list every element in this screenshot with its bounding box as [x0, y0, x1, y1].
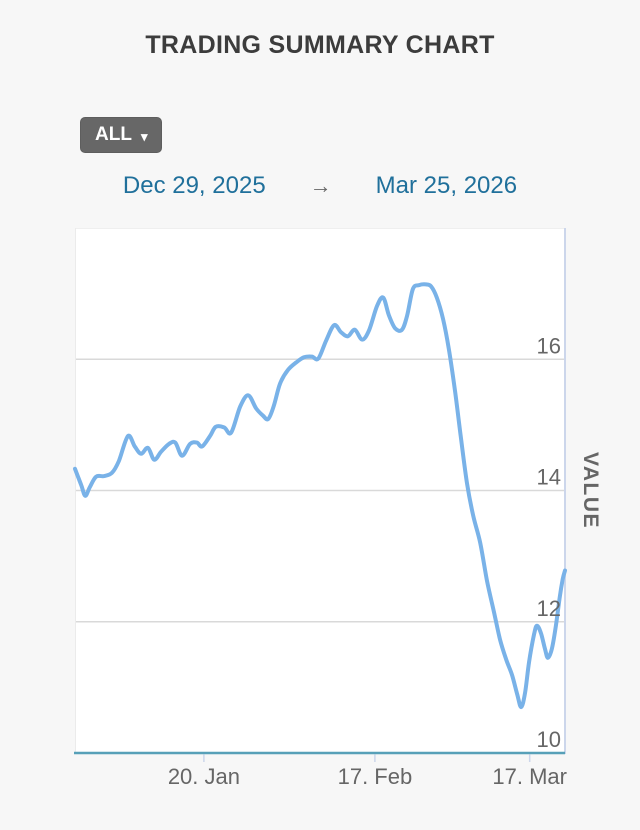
end-date-field[interactable]: Mar 25, 2026 [375, 172, 518, 199]
trading-summary-chart: 20. Jan 17. Feb 17. Mar 10 12 14 16 VALUE [73, 228, 602, 789]
y-axis-label: 16 [537, 333, 561, 358]
range-dropdown-button[interactable]: ALL ▾ [80, 117, 163, 153]
x-axis-label: 17. Feb [338, 764, 413, 789]
y-axis-label: 10 [537, 727, 561, 752]
x-axis-label: 17. Mar [492, 764, 567, 789]
chevron-down-icon: ▾ [140, 128, 148, 144]
y-axis-label: 14 [537, 465, 561, 490]
page-title: TRADING SUMMARY CHART [145, 31, 495, 59]
series-line [73, 282, 567, 710]
y-axis-label: 12 [537, 596, 561, 621]
arrow-right-icon: → [309, 173, 332, 198]
start-date-field[interactable]: Dec 29, 2025 [122, 172, 266, 199]
x-axis-label: 20. Jan [168, 764, 240, 789]
y-axis-title: VALUE [579, 452, 602, 529]
range-dropdown-label: ALL [95, 124, 132, 145]
date-range-row: Dec 29, 2025 → Mar 25, 2026 [0, 170, 640, 202]
